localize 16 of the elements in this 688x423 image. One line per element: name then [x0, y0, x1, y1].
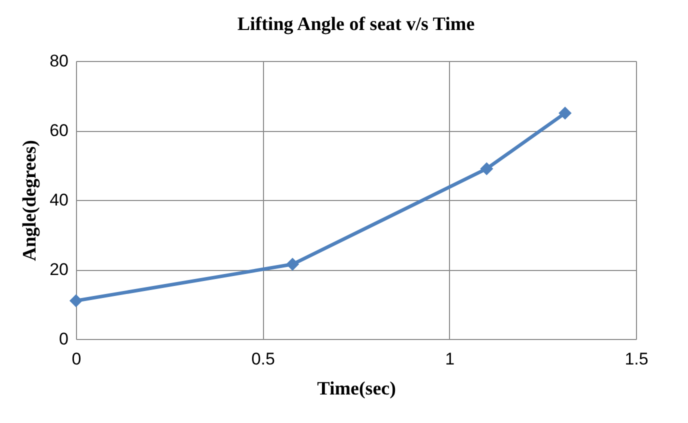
x-tick-label: 0: [72, 350, 82, 368]
point: [558, 106, 572, 120]
point: [480, 162, 494, 176]
y-tick-label: 20: [50, 260, 68, 279]
x-tick-label: 0.5: [251, 350, 275, 368]
x-tick-label: 1.5: [624, 350, 648, 368]
y-tick-label: 80: [50, 52, 68, 70]
x-tick-label: 1: [445, 350, 455, 368]
y-tick-label: 40: [50, 190, 68, 210]
y-tick-label: 60: [50, 121, 68, 140]
chart-title: Lifting Angle of seat v/s Time: [237, 14, 475, 35]
y-tick-label: 0: [59, 330, 68, 348]
y-axis-title: Angle(degrees): [20, 140, 41, 262]
point: [286, 258, 300, 271]
x-axis-title: Time(sec): [317, 378, 396, 400]
point: [69, 294, 83, 308]
